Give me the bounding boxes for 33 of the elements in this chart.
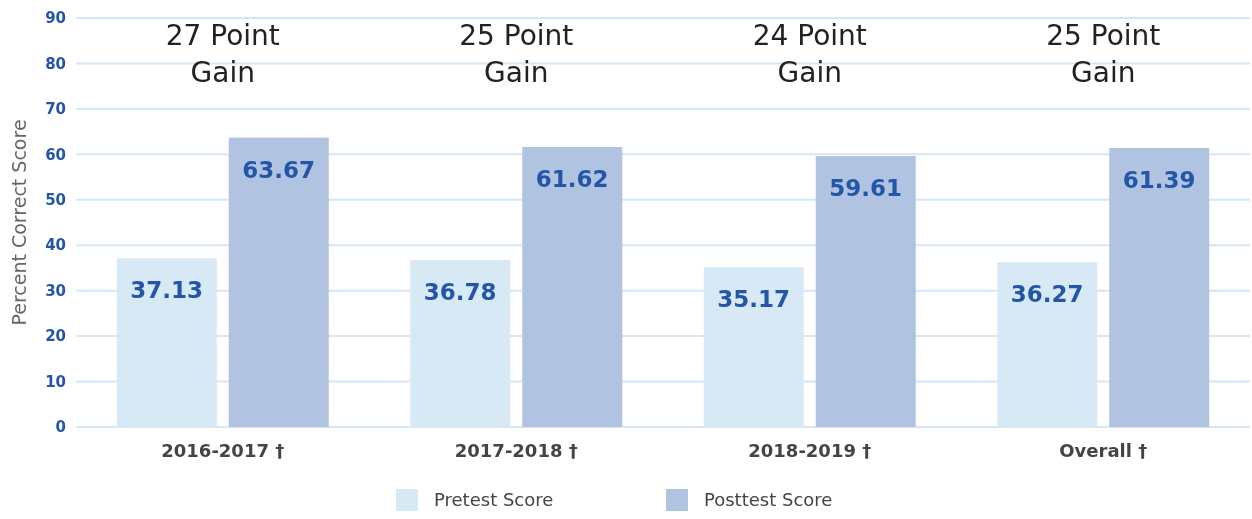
x-tick-label: 2016-2017 †: [161, 440, 285, 461]
data-label: 61.62: [535, 165, 609, 192]
data-label: 36.27: [1010, 281, 1084, 308]
bar: [1109, 148, 1210, 427]
y-tick-label: 0: [55, 418, 66, 437]
legend-label: Pretest Score: [434, 489, 554, 511]
y-tick-label: 20: [45, 327, 66, 346]
y-tick-label: 30: [45, 281, 66, 300]
data-label: 35.17: [717, 286, 791, 313]
y-tick-label: 70: [45, 100, 66, 119]
y-tick-label: 90: [45, 9, 66, 28]
x-tick-label: Overall †: [1059, 440, 1148, 461]
x-tick-label: 2017-2018 †: [454, 440, 578, 461]
legend-label: Posttest Score: [704, 489, 833, 511]
x-tick-label: 2018-2019 †: [748, 440, 872, 461]
data-label: 63.67: [242, 156, 316, 183]
annotation: 25 Point Gain: [1046, 19, 1161, 90]
bar: [228, 137, 329, 427]
y-axis-title: Percent Correct Score: [8, 119, 30, 326]
y-tick-label: 50: [45, 191, 66, 210]
bar: [815, 156, 916, 427]
annotation: 27 Point Gain: [165, 19, 280, 90]
annotation: 25 Point Gain: [459, 19, 574, 90]
y-tick-label: 80: [45, 54, 66, 73]
y-tick-label: 40: [45, 236, 66, 255]
y-tick-label: 60: [45, 145, 66, 164]
data-label: 37.13: [130, 277, 204, 304]
data-label: 36.78: [423, 278, 497, 305]
bar: [522, 146, 623, 427]
data-label: 59.61: [829, 175, 903, 202]
y-tick-label: 10: [45, 372, 66, 391]
data-label: 61.39: [1122, 167, 1196, 194]
annotation: 24 Point Gain: [752, 19, 867, 90]
